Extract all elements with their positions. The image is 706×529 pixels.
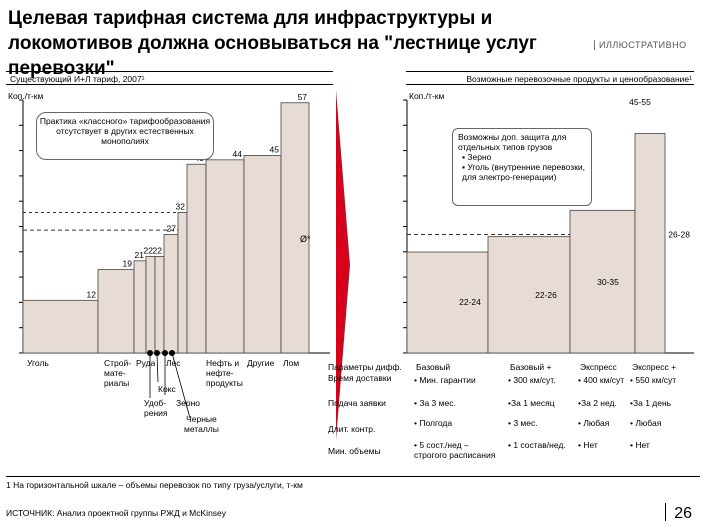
cell-basic-volume: • 5 сост./нед – строгого расписания — [414, 440, 496, 460]
cell-basic-request: • За 3 мес. — [414, 398, 456, 408]
source-line: ИСТОЧНИК: Анализ проектной группы РЖД и … — [6, 508, 227, 518]
left-bar-group — [22, 102, 310, 354]
param-row-label-2: Время доставки — [328, 373, 392, 383]
param-row-label-1: Параметры дифф. — [328, 362, 402, 372]
cell-basic-contract: • Полгода — [414, 418, 453, 428]
col-header-basic-plus: Базовый + — [510, 362, 552, 372]
bar-value-0: 12 — [87, 289, 97, 299]
illustrative-badge: ИЛЛЮСТРАТИВНО — [594, 40, 687, 50]
left-y-unit: Коп./т-км — [8, 91, 44, 101]
xlabel-wood: Лес — [166, 358, 181, 368]
bar-1 — [97, 269, 135, 354]
param-row-label-4: Длит. контр. — [328, 424, 376, 434]
right-bar-group — [406, 133, 666, 354]
right-ref-label: 26-28 — [668, 229, 690, 239]
bar-6 — [177, 212, 188, 354]
bar-value-8: 44 — [233, 149, 243, 159]
right-callout-bullet-1: ▪ Зерно — [462, 152, 492, 162]
category-pointer-group — [147, 350, 191, 419]
bar-value-3: 22 — [144, 245, 154, 255]
bar-value-6: 32 — [176, 202, 186, 212]
xlabel-ore: Руда — [136, 358, 156, 368]
cell-basic-delivery: • Мин. гарантии — [414, 375, 476, 385]
xlabel-coke: Кокс — [158, 384, 176, 394]
pointer-line — [156, 352, 159, 383]
param-row-label-3: Подача заявки — [328, 398, 386, 408]
right-callout: Возможны доп. защита для отдельных типов… — [452, 128, 592, 206]
service-bar-1 — [487, 236, 571, 354]
xlabel-coal: Уголь — [27, 358, 49, 368]
cell-basicplus-volume: • 1 состав/нед. — [508, 440, 566, 450]
bar-value-5: 27 — [167, 223, 177, 233]
service-value-3: 45-55 — [629, 97, 651, 107]
bar-0 — [22, 299, 99, 354]
xlabel-other: Другие — [247, 358, 275, 368]
cell-express-contract: • Любая — [578, 418, 610, 428]
xlabel-fert: Удоб- рения — [144, 398, 168, 418]
left-panel-header: Существующий И+Л тариф, 2007¹ — [6, 71, 333, 85]
page-number: 26 — [674, 505, 692, 522]
cell-expressplus-volume: • Нет — [630, 440, 650, 450]
cell-expressplus-contract: • Любая — [630, 418, 662, 428]
col-header-express-plus: Экспресс + — [632, 362, 677, 372]
service-bar-2 — [569, 209, 636, 354]
right-callout-bullet-2: ▪ Уголь (внутренние перевозки, для элект… — [462, 162, 586, 182]
right-panel-header: Возможные перевозочные продукты и ценооб… — [406, 71, 694, 85]
bar-3 — [145, 256, 156, 354]
bar-value-10: 57 — [298, 92, 308, 102]
bar-value-4: 22 — [153, 245, 163, 255]
col-header-express: Экспресс — [580, 362, 617, 372]
xlabel-metals: Черные металлы — [184, 414, 219, 434]
pointer-line — [171, 352, 191, 419]
right-value-labels: 22-24 22-26 30-35 45-55 26-28 — [459, 97, 690, 307]
service-value-2: 30-35 — [597, 277, 619, 287]
bar-5 — [163, 234, 179, 354]
service-bar-3 — [634, 133, 666, 354]
bar-2 — [133, 260, 147, 354]
cell-basicplus-delivery: • 300 км/сут. — [508, 375, 556, 385]
service-value-0: 22-24 — [459, 297, 481, 307]
bar-value-9: 45 — [270, 144, 280, 154]
bar-8 — [205, 159, 245, 354]
xlabel-scrap: Лом — [283, 358, 300, 368]
cell-basicplus-request: •За 1 месяц — [508, 398, 555, 408]
service-value-1: 22-26 — [535, 290, 557, 300]
col-header-basic: Базовый — [416, 362, 451, 372]
right-y-unit: Коп./т-км — [409, 91, 445, 101]
bar-value-1: 19 — [123, 259, 133, 269]
cell-expressplus-request: •За 1 день — [630, 398, 672, 408]
bar-9 — [243, 155, 282, 354]
service-bar-0 — [406, 251, 489, 354]
xlabel-grain: Зерно — [176, 398, 201, 408]
bar-value-2: 21 — [135, 250, 145, 260]
cell-express-volume: • Нет — [578, 440, 598, 450]
right-callout-text: Возможны доп. защита для отдельных типов… — [458, 132, 567, 152]
bar-10 — [280, 102, 310, 354]
xlabel-oil: Нефть и нефте- продукты — [206, 358, 243, 388]
cell-express-delivery: • 400 км/сут — [578, 375, 625, 385]
cell-expressplus-delivery: • 550 км/сут — [630, 375, 677, 385]
footnote: 1 На горизонтальной шкале – объемы перев… — [6, 480, 303, 490]
red-arrow-icon — [336, 90, 350, 440]
page-number-divider — [665, 503, 666, 521]
avg-marker-label: Ø* — [300, 234, 311, 244]
xlabel-build: Строй- мате- риалы — [104, 358, 132, 388]
page-title: Целевая тарифная система для инфраструкт… — [8, 8, 537, 79]
cell-express-request: •За 2 нед. — [578, 398, 617, 408]
cell-basicplus-contract: • 3 мес. — [508, 418, 538, 428]
bar-4 — [154, 256, 165, 354]
footnote-divider — [6, 476, 700, 477]
param-row-label-5: Мин. объемы — [328, 446, 381, 456]
left-callout: Практика «классного» тарифообразования о… — [36, 112, 214, 160]
bar-7 — [186, 163, 207, 354]
